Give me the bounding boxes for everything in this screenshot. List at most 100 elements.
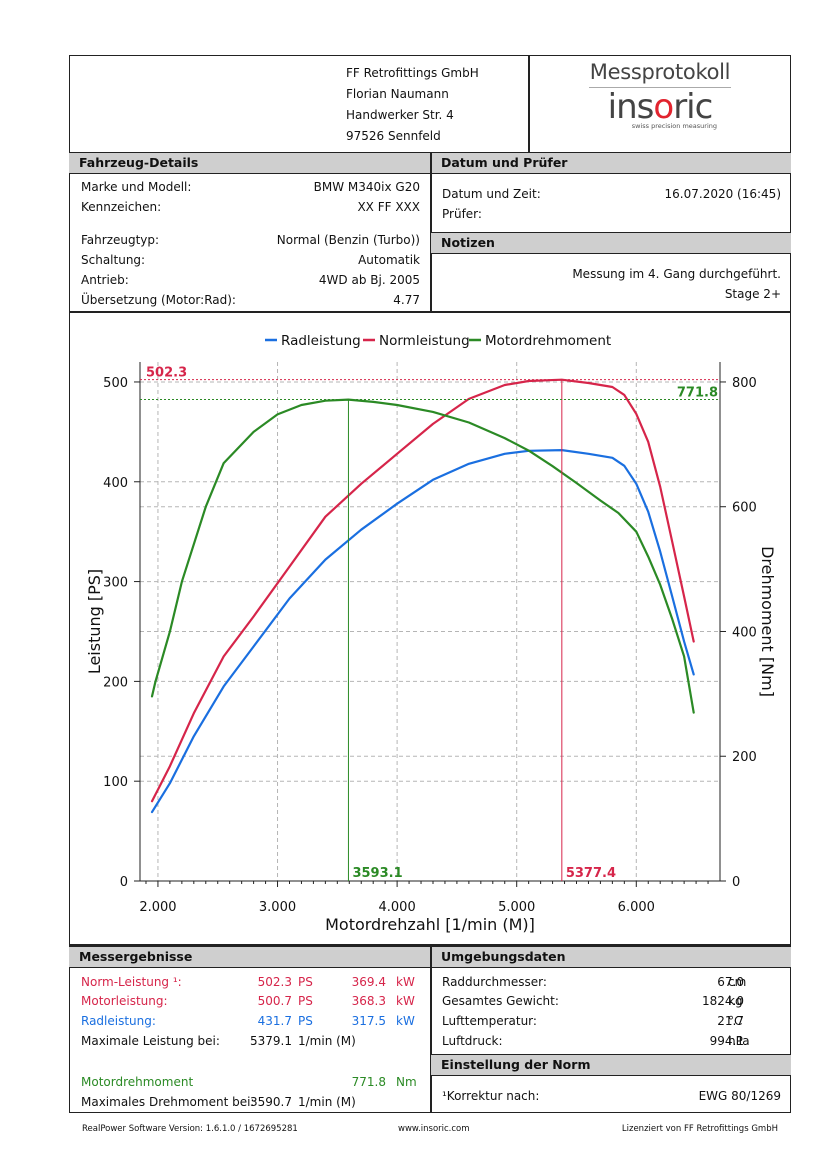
result-ps-value: 500.7 [257, 994, 292, 1008]
y2-tick-label: 800 [732, 376, 757, 391]
company-name: FF Retrofittings GmbH [346, 66, 479, 80]
x-tick-label: 2.000 [139, 900, 176, 915]
vehicle-field-label: Fahrzeugtyp: [81, 233, 160, 247]
norm-label: ¹Korrektur nach: [442, 1089, 540, 1103]
footer-version: RealPower Software Version: 1.6.1.0 / 16… [82, 1124, 298, 1134]
environment-label: Gesamtes Gewicht: [442, 994, 559, 1008]
norm-peak-value: 502.3 [146, 366, 187, 381]
results-divider [430, 946, 432, 1113]
environment-unit: hPa [728, 1034, 750, 1048]
vehicle-field-label: Schaltung: [81, 253, 146, 267]
result-ps-unit: PS [298, 1014, 313, 1028]
vehicle-field-value: Automatik [358, 253, 420, 267]
series-line-normleistung [150, 378, 695, 803]
environment-unit: kg [728, 994, 743, 1008]
datetime-label: Datum und Zeit: [442, 187, 541, 201]
torque-peak-value: 771.8 [677, 386, 718, 401]
company-city: 97526 Sennfeld [346, 129, 441, 143]
section-divider [430, 152, 432, 312]
series-line-motordrehmoment [150, 398, 695, 714]
max-power-unit: 1/min (M) [298, 1034, 356, 1048]
date-header: Datum und Prüfer [431, 152, 791, 174]
company-person: Florian Naumann [346, 87, 449, 101]
result-ps-unit: PS [298, 975, 313, 989]
vehicle-field-value: BMW M340ix G20 [313, 180, 420, 194]
legend-label: Normleistung [379, 333, 470, 349]
vehicle-field-label: Kennzeichen: [81, 200, 162, 214]
results-top-rule [69, 944, 791, 946]
notes-line1: Messung im 4. Gang durchgeführt. [572, 267, 781, 281]
max-torque-unit: 1/min (M) [298, 1095, 356, 1109]
max-power-label: Maximale Leistung bei: [81, 1034, 220, 1048]
environment-value: 67.0 [717, 975, 744, 989]
environment-unit: cm [728, 975, 747, 989]
logo: Messprotokoll insoric swiss precision me… [585, 60, 735, 130]
result-kw-value: 368.3 [351, 994, 386, 1008]
y-tick-label: 200 [103, 675, 128, 690]
vehicle-field-value: 4.77 [393, 293, 420, 307]
environment-value: 1824.0 [702, 994, 744, 1008]
result-kw-unit: kW [396, 975, 415, 989]
legend-label: Motordrehmoment [485, 333, 611, 349]
max-torque-value: 3590.7 [250, 1095, 292, 1109]
result-kw-unit: kW [396, 994, 415, 1008]
header-divider [528, 55, 530, 152]
vehicle-field-label: Übersetzung (Motor:Rad): [81, 293, 236, 307]
vehicle-field-value: Normal (Benzin (Turbo)) [276, 233, 420, 247]
y-tick-label: 500 [103, 376, 128, 391]
notes-line2: Stage 2+ [724, 287, 781, 301]
environment-header: Umgebungsdaten [431, 946, 791, 968]
environment-label: Raddurchmesser: [442, 975, 547, 989]
company-street: Handwerker Str. 4 [346, 108, 454, 122]
y2-tick-label: 0 [732, 875, 740, 890]
notes-header: Notizen [431, 232, 791, 254]
torque-value: 771.8 [351, 1075, 386, 1089]
x-tick-label: 3.000 [259, 900, 296, 915]
y-tick-label: 0 [120, 875, 128, 890]
vehicle-field-label: Antrieb: [81, 273, 129, 287]
datetime-value: 16.07.2020 (16:45) [664, 187, 781, 201]
result-kw-value: 369.4 [351, 975, 386, 989]
result-label: Radleistung: [81, 1014, 156, 1028]
max-power-value: 5379.1 [250, 1034, 292, 1048]
norm-peak-rpm: 5377.4 [566, 866, 616, 881]
torque-label: Motordrehmoment [81, 1075, 194, 1089]
x-axis-title: Motordrehzahl [1/min (M)] [325, 915, 535, 934]
result-kw-value: 317.5 [351, 1014, 386, 1028]
tester-label: Prüfer: [442, 207, 482, 221]
result-ps-value: 431.7 [257, 1014, 292, 1028]
environment-value: 994.1 [709, 1034, 744, 1048]
power-chart: 2.000 3.000 4.000 5.000 6.000 0 100 200 300 400 50… [85, 333, 777, 934]
vehicle-header: Fahrzeug-Details [69, 152, 431, 174]
y2-tick-label: 600 [732, 501, 757, 516]
environment-label: Luftdruck: [442, 1034, 503, 1048]
y2-tick-label: 400 [732, 625, 757, 640]
y-tick-label: 100 [103, 775, 128, 790]
x-tick-label: 4.000 [379, 900, 416, 915]
x-tick-label: 5.000 [498, 900, 535, 915]
result-kw-unit: kW [396, 1014, 415, 1028]
torque-unit: Nm [396, 1075, 417, 1089]
y2-axis-title: Drehmoment [Nm] [758, 546, 777, 697]
environment-unit: °C [728, 1014, 743, 1028]
footer-license: Lizenziert von FF Retrofittings GmbH [621, 1124, 778, 1134]
result-label: Norm-Leistung ¹: [81, 975, 182, 989]
footer-website[interactable]: www.insoric.com [398, 1124, 470, 1134]
chart-top-rule [69, 311, 791, 313]
vehicle-field-label: Marke und Modell: [81, 180, 192, 194]
vehicle-field-value: 4WD ab Bj. 2005 [318, 273, 420, 287]
logo-brand: insoric [607, 87, 714, 127]
result-ps-unit: PS [298, 994, 313, 1008]
vehicle-field-value: XX FF XXX [357, 200, 420, 214]
y-axis-title: Leistung [PS] [85, 569, 104, 674]
result-label: Motorleistung: [81, 994, 168, 1008]
norm-header: Einstellung der Norm [431, 1054, 791, 1076]
environment-label: Lufttemperatur: [442, 1014, 537, 1028]
logo-title: Messprotokoll [589, 60, 731, 84]
series-line-radleistung [150, 449, 695, 814]
result-ps-value: 502.3 [257, 975, 292, 989]
y2-tick-label: 200 [732, 750, 757, 765]
max-torque-label: Maximales Drehmoment bei: [81, 1095, 255, 1109]
torque-peak-rpm: 3593.1 [352, 866, 402, 881]
y-tick-label: 400 [103, 476, 128, 491]
